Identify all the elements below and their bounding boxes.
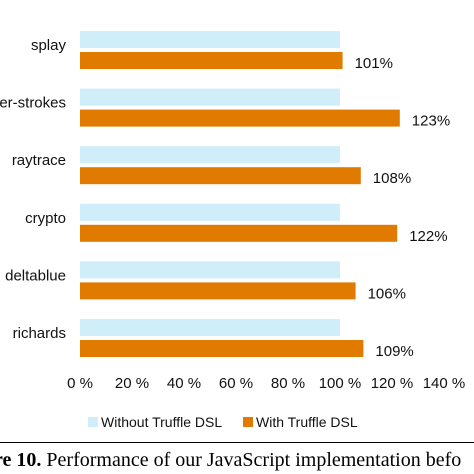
category-labels: splay earley-boyer-strokes raytrace crypto d… (0, 37, 66, 342)
data-label: 123% (412, 113, 450, 130)
data-labels: 101% 123% 108% 122% 106% 109% (355, 55, 451, 360)
x-tick-label: 40 % (167, 375, 201, 392)
legend-swatch-with-truffle-dsl (243, 417, 253, 427)
caption-divider (0, 442, 474, 443)
bar-with-truffle-dsl (80, 52, 343, 69)
bar-with-truffle-dsl (80, 282, 356, 300)
bar-without-truffle-dsl (80, 146, 340, 164)
category-label: earley-boyer-strokes (0, 95, 66, 112)
bar-without-truffle-dsl (80, 88, 340, 106)
x-tick-label: 140 % (423, 375, 466, 392)
category-label: raytrace (12, 152, 66, 169)
bar-without-truffle-dsl (80, 31, 340, 48)
caption-text: Performance of our JavaScript implementa… (46, 449, 462, 471)
bar-with-truffle-dsl (80, 340, 364, 357)
x-tick-label: 120 % (371, 375, 414, 392)
caption-label: re 10. (0, 449, 42, 471)
figure-caption: re 10. Performance of our JavaScript imp… (0, 449, 461, 472)
x-tick-label: 20 % (115, 375, 149, 392)
data-label: 101% (355, 55, 393, 72)
bars (80, 31, 400, 357)
x-tick-label: 0 % (67, 375, 93, 392)
category-label: richards (13, 325, 66, 342)
x-axis-tick-labels: 0 % 20 % 40 % 60 % 80 % 100 % 120 % 140 % (67, 375, 465, 392)
legend-label: With Truffle DSL (256, 414, 358, 430)
bar-without-truffle-dsl (80, 203, 340, 221)
x-tick-label: 60 % (219, 375, 253, 392)
category-label: splay (31, 37, 67, 54)
legend-label: Without Truffle DSL (101, 414, 222, 430)
x-tick-label: 100 % (319, 375, 362, 392)
legend: Without Truffle DSL With Truffle DSL (88, 414, 358, 430)
category-label: crypto (25, 210, 66, 227)
data-label: 106% (368, 285, 406, 302)
data-label: 122% (409, 228, 447, 245)
data-label: 109% (375, 343, 413, 360)
x-tick-label: 80 % (271, 375, 305, 392)
bar-with-truffle-dsl (80, 167, 361, 185)
bar-with-truffle-dsl (80, 109, 400, 127)
bar-with-truffle-dsl (80, 224, 398, 242)
bar-without-truffle-dsl (80, 261, 340, 279)
bar-without-truffle-dsl (80, 319, 340, 336)
bar-chart: splay earley-boyer-strokes raytrace crypto d… (0, 31, 465, 430)
data-label: 108% (373, 170, 411, 187)
legend-swatch-without-truffle-dsl (88, 417, 98, 427)
category-label: deltablue (5, 267, 66, 284)
